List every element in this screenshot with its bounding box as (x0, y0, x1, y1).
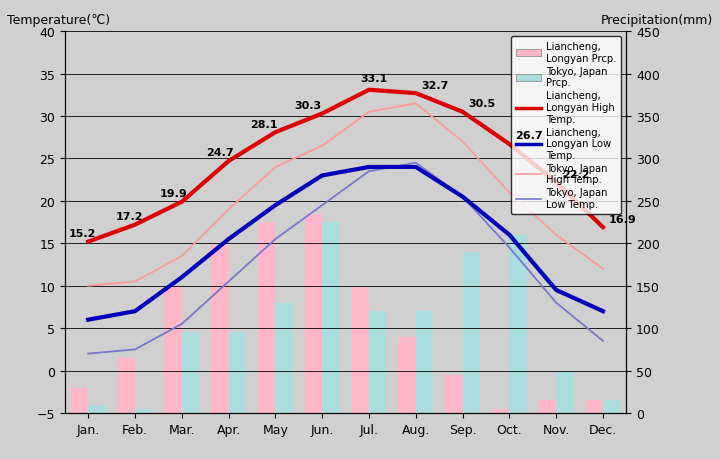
Bar (492, 409, 509, 413)
Text: 22.2: 22.2 (562, 169, 589, 179)
Bar (585, 400, 603, 413)
Bar (305, 214, 323, 413)
Bar (603, 400, 621, 413)
Text: 32.7: 32.7 (421, 80, 449, 90)
Legend: Liancheng,
Longyan Prcp., Tokyo, Japan
Prcp., Liancheng,
Longyan High
Temp., Lia: Liancheng, Longyan Prcp., Tokyo, Japan P… (511, 37, 621, 214)
Bar (398, 337, 416, 413)
Text: 17.2: 17.2 (115, 212, 143, 222)
Bar (539, 400, 556, 413)
Text: Temperature(℃): Temperature(℃) (7, 14, 110, 27)
Text: 19.9: 19.9 (160, 189, 187, 199)
Text: 30.5: 30.5 (468, 99, 495, 109)
Bar (228, 333, 246, 413)
Text: 30.3: 30.3 (294, 101, 322, 111)
Text: 26.7: 26.7 (515, 131, 543, 141)
Bar (258, 223, 275, 413)
Bar (323, 223, 340, 413)
Bar (416, 312, 433, 413)
Text: 24.7: 24.7 (207, 148, 234, 158)
Bar (71, 388, 88, 413)
Bar (88, 405, 106, 413)
Text: 15.2: 15.2 (68, 229, 96, 239)
Bar (181, 333, 199, 413)
Text: 28.1: 28.1 (251, 119, 278, 129)
Bar (510, 235, 527, 413)
Bar (211, 246, 229, 413)
Bar (164, 288, 181, 413)
Text: 33.1: 33.1 (361, 74, 388, 84)
Text: 16.9: 16.9 (608, 214, 636, 224)
Bar (117, 358, 135, 413)
Bar (445, 375, 462, 413)
Bar (557, 371, 574, 413)
Bar (351, 288, 369, 413)
Bar (369, 312, 387, 413)
Bar (135, 409, 153, 413)
Text: Precipitation(mm): Precipitation(mm) (600, 14, 713, 27)
Bar (275, 303, 293, 413)
Bar (462, 252, 480, 413)
